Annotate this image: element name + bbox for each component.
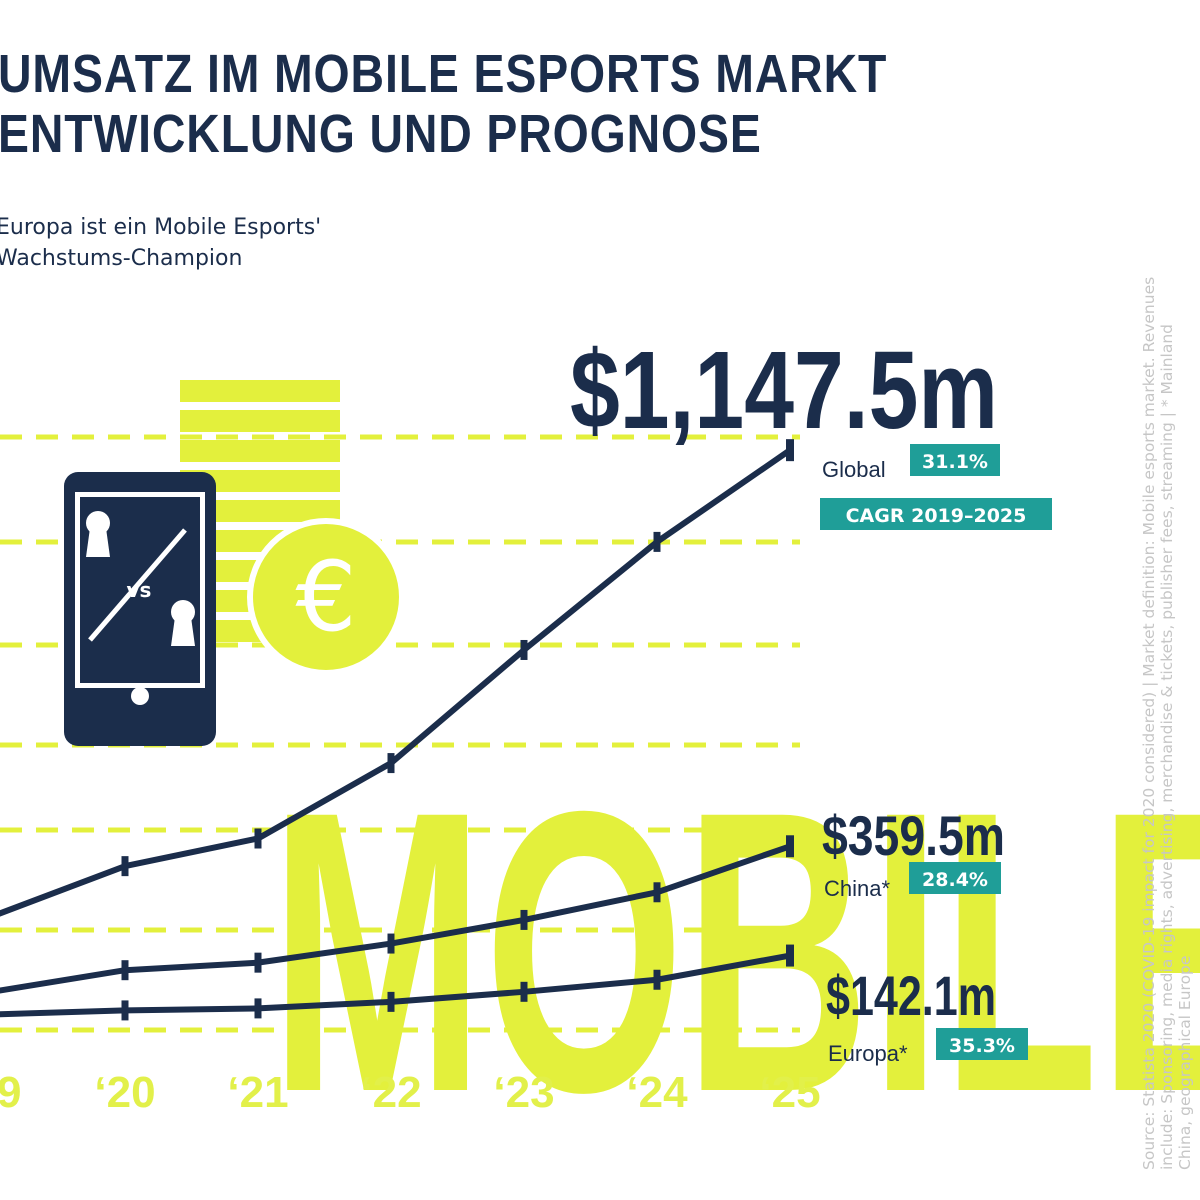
europa-cagr-badge-bg [936,1028,1028,1060]
x-tick-label: ‘21 [227,1068,288,1117]
series-labels: $1,147.5m Global 31.1% CAGR 2019–2025 $359.5… [570,329,1052,1066]
cagr-annotation: CAGR 2019–2025 [846,505,1027,527]
keyhole-icon [86,511,195,646]
europa-end-label: $142.1m [826,964,996,1027]
x-tick-label: ‘23 [493,1068,554,1117]
smartphone-icon: vs [64,472,216,746]
x-tick-label: 9 [0,1068,21,1117]
europa-series-name: Europa* [828,1041,908,1066]
vs-label: vs [127,578,152,602]
global-series-name: Global [822,457,886,482]
global-cagr-badge: 31.1% [922,451,988,473]
cagr-annotation-bg [820,498,1052,530]
global-end-label: $1,147.5m [570,329,998,452]
chart-title: UMSATZ IM MOBILE ESPORTS MARKT ENTWICKLU… [0,44,888,164]
euro-coin-icon: € [247,518,405,676]
chart-subtitle: Europa ist ein Mobile Esports' Wachstums… [0,215,322,271]
background-word: MOBILE [270,728,1200,1175]
china-series-name: China* [824,876,890,901]
x-tick-label: ‘24 [626,1068,688,1117]
china-end-label: $359.5m [822,804,1005,867]
gridlines [0,434,800,1033]
china-cagr-badge-bg [909,862,1001,894]
x-axis-ticks: 9 ‘20 ‘21 ‘22 ‘23 ‘24 ‘25 [0,1068,821,1117]
source-note: Source: Statista 2020 (COVID-19 impact f… [1140,276,1194,1170]
x-tick-label: ‘22 [360,1068,421,1117]
series-marks [0,439,794,1021]
x-tick-label: ‘20 [94,1068,155,1117]
euro-symbol: € [295,541,356,653]
x-tick-label: ‘25 [759,1068,820,1117]
europa-cagr-badge: 35.3% [949,1035,1015,1057]
global-cagr-badge-bg [910,444,1000,476]
china-cagr-badge: 28.4% [922,869,988,891]
